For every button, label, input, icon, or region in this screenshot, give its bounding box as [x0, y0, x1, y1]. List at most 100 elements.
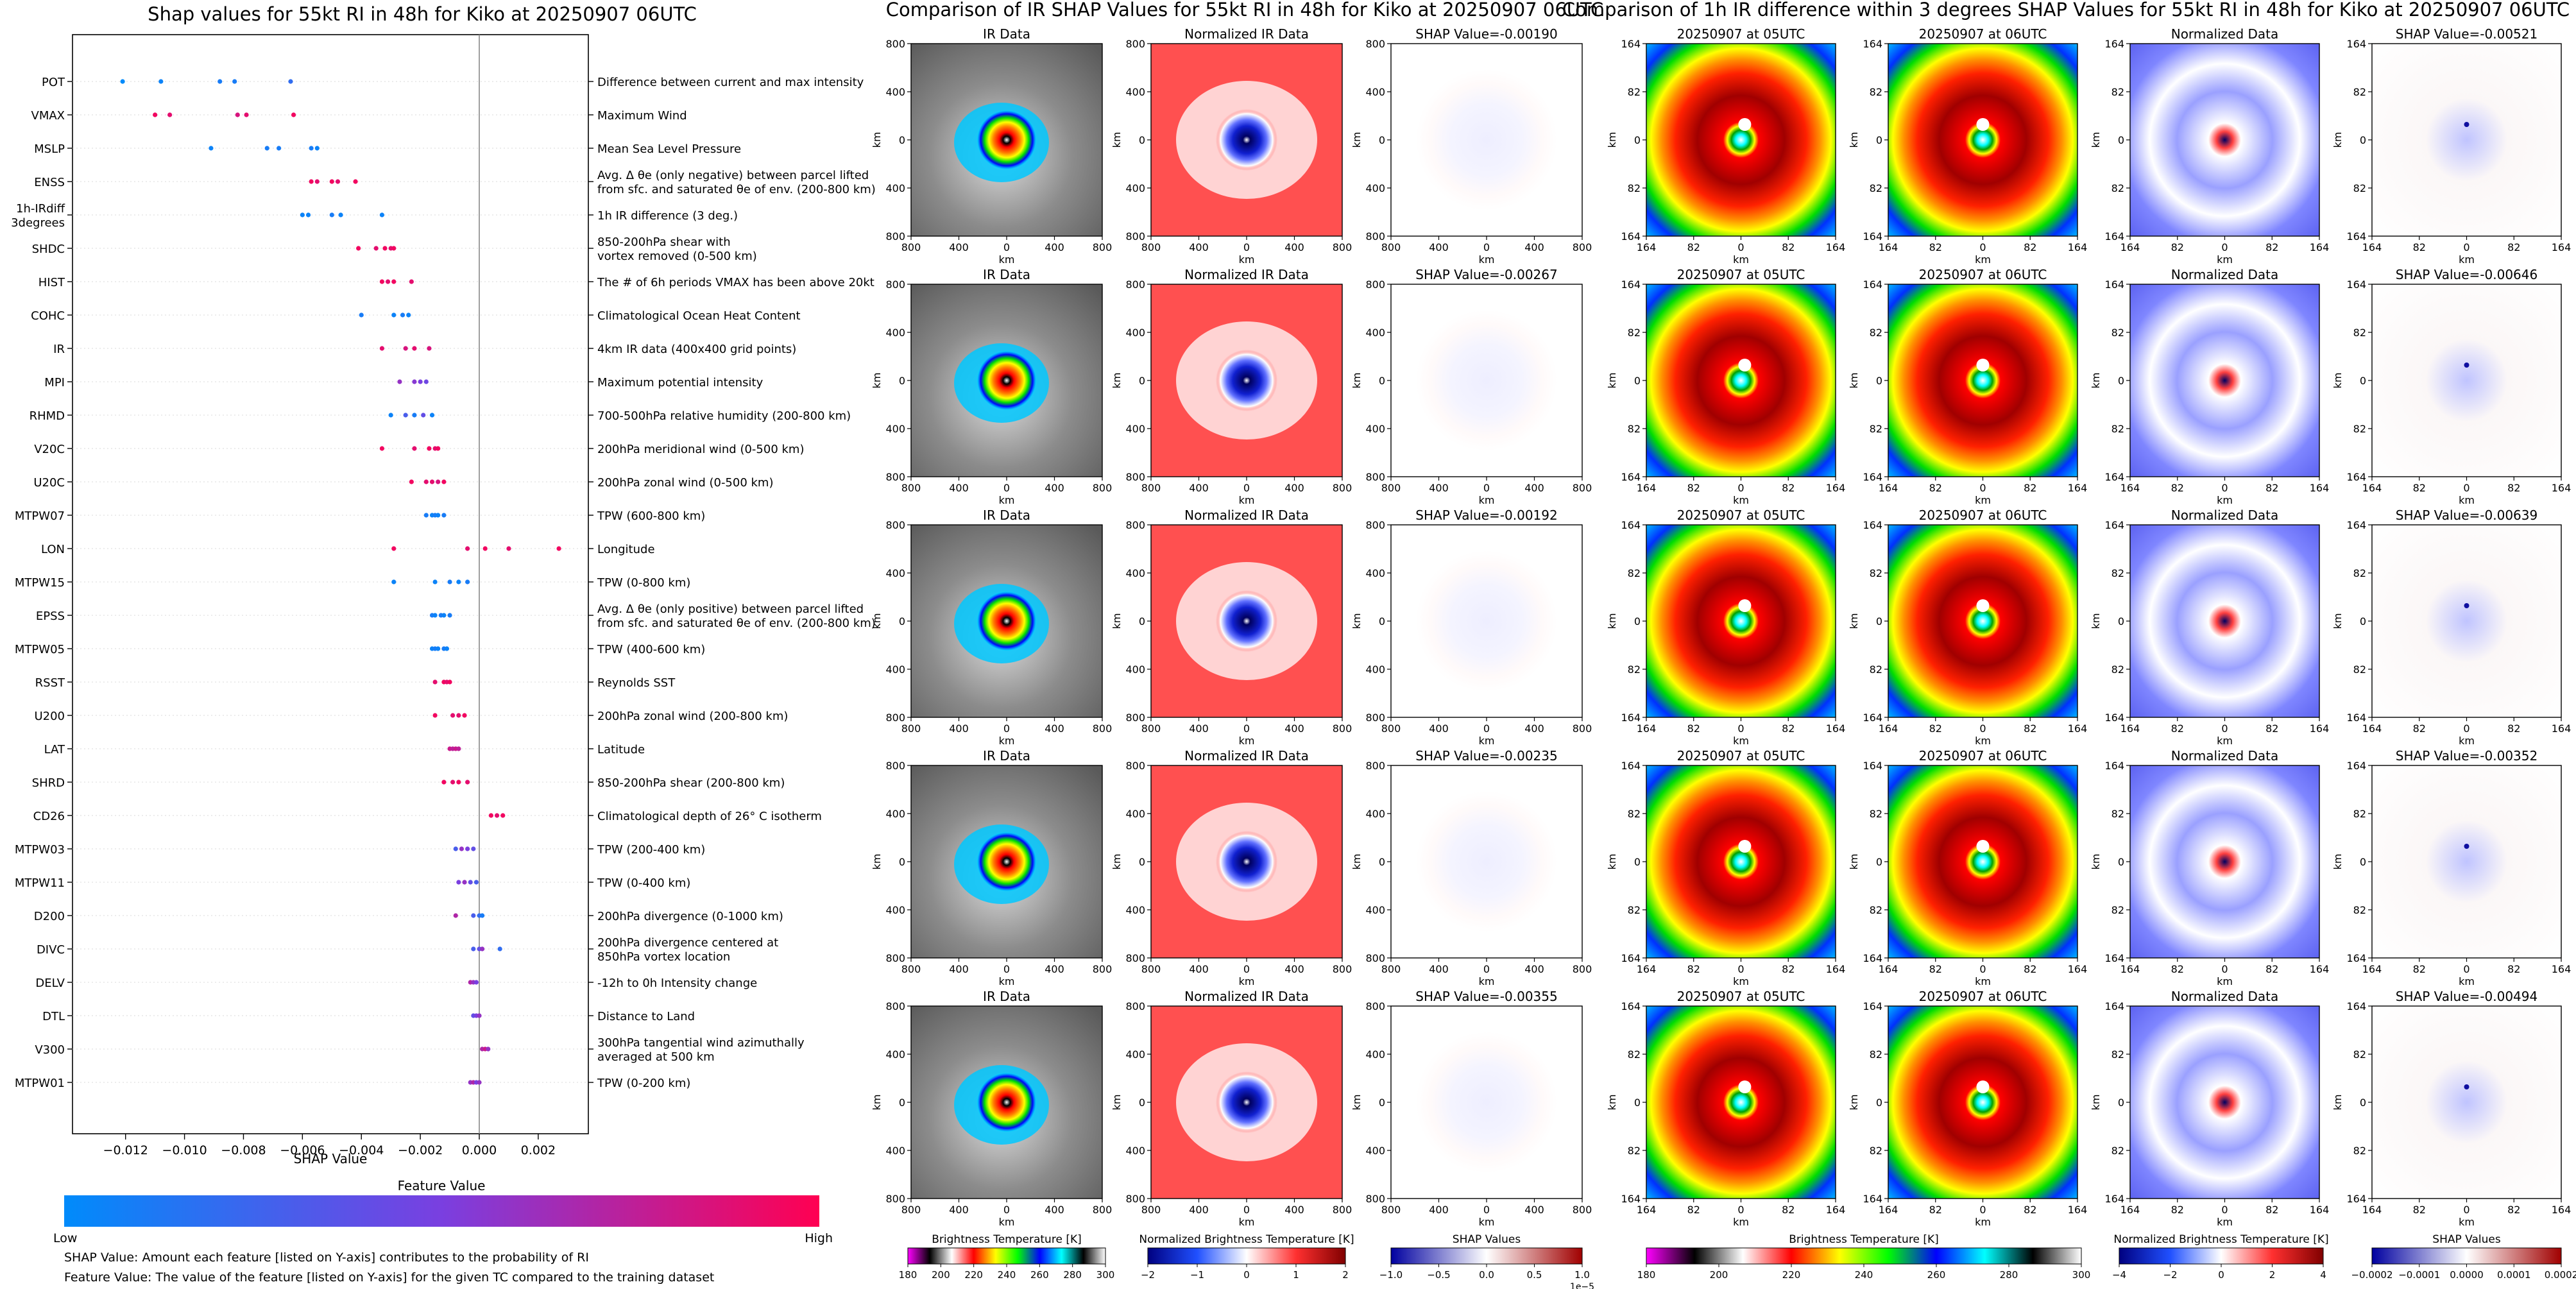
x-tick-label: 164 — [1879, 1204, 1898, 1216]
ir-hurricane-core — [977, 1073, 1036, 1132]
y-tick-label: 800 — [1125, 1193, 1145, 1205]
y-tick-label: 400 — [1365, 423, 1385, 435]
y-tick-label: 164 — [2346, 230, 2366, 243]
y-tick-label: 82 — [1870, 182, 1882, 194]
y-tick-label: 82 — [1628, 423, 1641, 435]
shap-point — [409, 279, 414, 284]
y-tick-label: 82 — [1628, 182, 1641, 194]
y-axis-label: km — [1111, 1095, 1123, 1111]
y-tick-label: 400 — [885, 567, 905, 579]
feature-name: RHMD — [30, 409, 65, 423]
feature-name: U200 — [34, 710, 65, 723]
feature-description-line: 1h IR difference (3 deg.) — [597, 209, 738, 223]
shap-point — [309, 179, 314, 184]
feature-name: DIVC — [37, 943, 65, 957]
colorbar-tick-label: −2 — [2163, 1269, 2177, 1281]
colorbar-tick-label: −4 — [2112, 1269, 2126, 1281]
colorbar-tick-label: 300 — [1096, 1269, 1115, 1281]
x-tick-label: −0.008 — [221, 1143, 266, 1157]
feature-row: DTL Distance to Land — [42, 1010, 695, 1023]
shap-point — [450, 780, 456, 785]
x-tick-label: 164 — [2362, 722, 2382, 735]
shap-point — [314, 146, 320, 151]
hurricane-eye — [1738, 359, 1752, 371]
y-tick-label: 800 — [1365, 278, 1385, 291]
panel-title: Normalized Data — [2171, 267, 2279, 282]
y-tick-label: 82 — [1870, 1048, 1882, 1061]
feature-description: Climatological Ocean Heat Content — [597, 309, 801, 323]
y-tick-label: 400 — [885, 808, 905, 820]
y-tick-label: 82 — [1870, 904, 1882, 916]
feature-description-line: Distance to Land — [597, 1010, 695, 1023]
x-tick-label: 82 — [2507, 963, 2520, 975]
y-tick-label: 82 — [1870, 423, 1882, 435]
y-tick-label: 400 — [1125, 808, 1145, 820]
shap-point — [456, 880, 461, 885]
y-tick-label: 400 — [1125, 1145, 1145, 1157]
x-tick-label: 164 — [2552, 241, 2572, 253]
colorbar-bar — [1390, 1247, 1583, 1265]
x-tick-label: 0.002 — [521, 1143, 556, 1157]
panel-title: 20250907 at 05UTC — [1677, 508, 1805, 523]
y-tick-label: 0 — [1139, 375, 1145, 387]
y-tick-label: 800 — [1125, 278, 1145, 291]
hurricane-field — [1646, 525, 1836, 717]
x-tick-label: 400 — [1045, 482, 1064, 494]
colorbar-tick-label: −2 — [1141, 1269, 1155, 1281]
panel-title: 20250907 at 05UTC — [1677, 989, 1805, 1004]
y-tick-label: 800 — [885, 471, 905, 483]
panel-title: SHAP Value=-0.00352 — [2396, 748, 2538, 764]
y-axis-label: km — [1848, 1095, 1860, 1111]
feature-name-line: 1h-IRdiff — [16, 202, 65, 216]
feature-name: LON — [41, 543, 65, 556]
feature-name: U20C — [33, 476, 65, 490]
feature-description-line: TPW (400-600 km) — [597, 643, 705, 656]
x-tick-label: 400 — [1429, 482, 1449, 494]
shap-point — [473, 980, 479, 985]
y-tick-label: 0 — [1139, 134, 1145, 146]
feature-row: MTPW05 TPW (400-600 km) — [15, 643, 705, 656]
colorbar-tick-label: 1 — [1293, 1269, 1299, 1281]
y-tick-label: 82 — [2111, 1145, 2124, 1157]
feature-name-line: V20C — [34, 443, 65, 456]
diff-shap-field — [2372, 1006, 2561, 1199]
y-tick-label: 0 — [899, 1097, 905, 1109]
y-tick-label: 164 — [1621, 1000, 1641, 1012]
x-axis-label: km — [1479, 253, 1495, 266]
x-tick-label: 0 — [1003, 963, 1010, 975]
x-tick-label: 0 — [1483, 482, 1490, 494]
feature-row: POT Difference between current and max in… — [42, 76, 864, 89]
x-tick-label: 800 — [1573, 722, 1592, 735]
shap-point — [459, 846, 465, 851]
y-tick-label: 400 — [1125, 327, 1145, 339]
hurricane-eye — [1738, 118, 1752, 131]
x-tick-label: 0 — [1003, 1204, 1010, 1216]
feature-description: 200hPa zonal wind (200-800 km) — [597, 710, 788, 723]
hurricane-field — [1888, 44, 2077, 236]
y-tick-label: 164 — [1621, 760, 1641, 772]
x-tick-label: 82 — [1782, 482, 1795, 494]
y-tick-label: 82 — [1870, 327, 1882, 339]
y-axis-label: km — [871, 132, 883, 148]
shap-point — [432, 579, 438, 585]
shap-point — [471, 846, 476, 851]
shap-point — [356, 246, 361, 251]
y-tick-label: 164 — [2104, 1000, 2124, 1012]
x-axis-label: km — [1733, 1216, 1749, 1228]
x-tick-label: 400 — [1189, 482, 1209, 494]
feature-description-line: Longitude — [597, 543, 655, 556]
feature-row: RSST Reynolds SST — [35, 676, 676, 690]
x-tick-label: 800 — [1333, 963, 1352, 975]
x-tick-label: −0.012 — [103, 1143, 148, 1157]
feature-description: 200hPa divergence centered at 850hPa vort… — [597, 936, 778, 964]
colorbar-tick-label: 0.0000 — [2450, 1269, 2484, 1281]
diff-field — [2130, 1006, 2319, 1199]
y-tick-label: 400 — [1365, 182, 1385, 194]
x-tick-label: 164 — [2068, 241, 2088, 253]
y-tick-label: 164 — [1621, 952, 1641, 964]
shap-point — [441, 613, 447, 618]
feature-name: IR — [53, 343, 65, 356]
y-axis-label: km — [1111, 613, 1123, 629]
